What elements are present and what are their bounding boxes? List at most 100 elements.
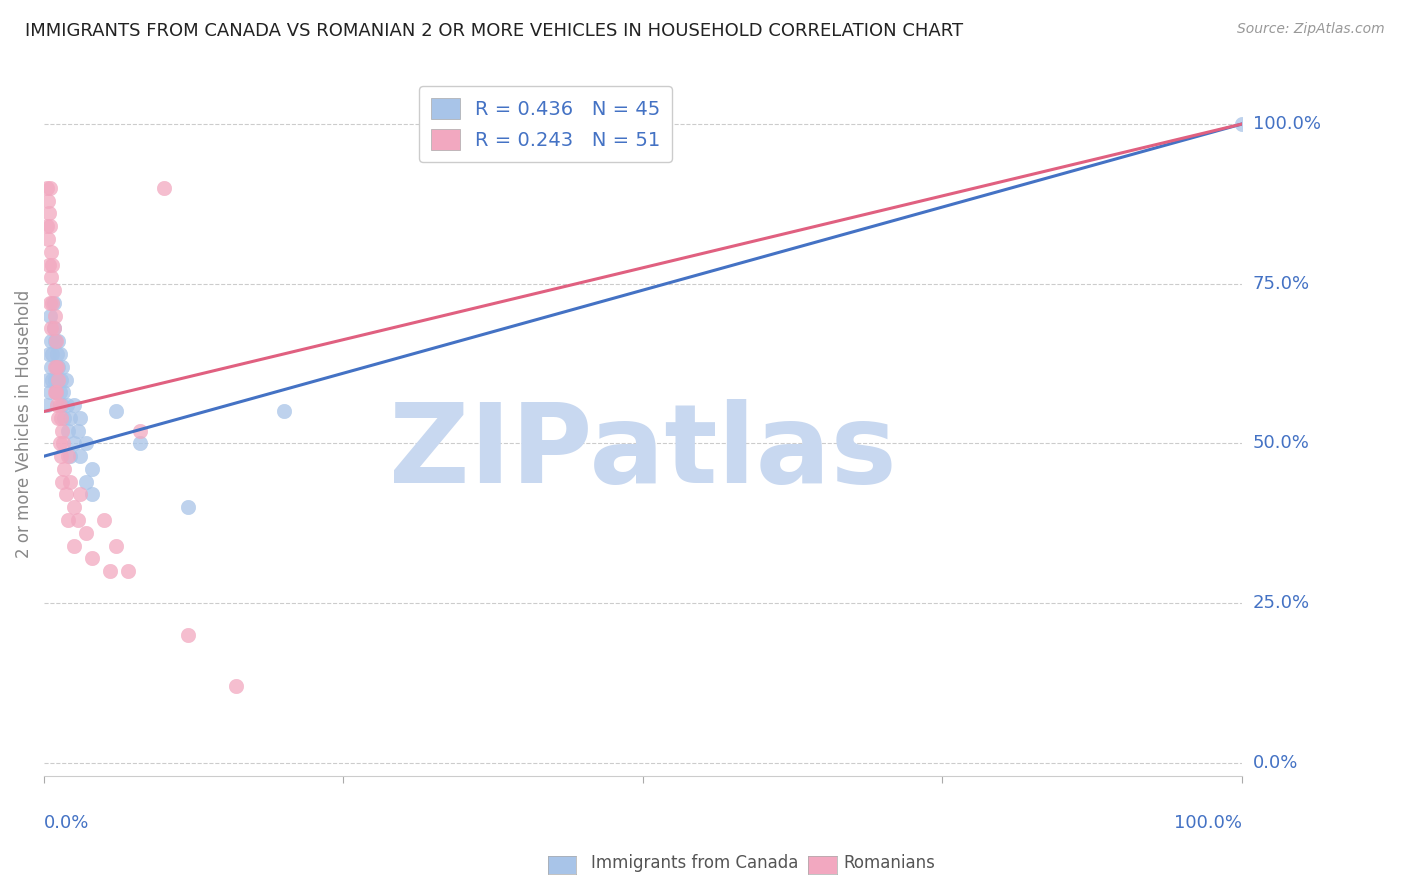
Point	[38, 206, 60, 220]
Text: IMMIGRANTS FROM CANADA VS ROMANIAN 2 OR MORE VEHICLES IN HOUSEHOLD CORRELATION C: IMMIGRANTS FROM CANADA VS ROMANIAN 2 OR …	[25, 22, 963, 40]
Point	[80, 551, 103, 566]
Point	[45, 334, 67, 349]
Point	[35, 181, 58, 195]
Point	[46, 372, 69, 386]
Point	[48, 398, 70, 412]
Point	[42, 321, 65, 335]
Point	[38, 347, 60, 361]
Point	[69, 410, 91, 425]
Point	[41, 372, 63, 386]
Point	[39, 321, 62, 335]
Point	[39, 244, 62, 259]
Point	[117, 564, 139, 578]
Point	[104, 539, 127, 553]
Point	[46, 398, 69, 412]
Y-axis label: 2 or more Vehicles in Household: 2 or more Vehicles in Household	[15, 290, 32, 558]
Point	[80, 487, 103, 501]
Point	[51, 424, 73, 438]
Point	[48, 385, 70, 400]
Point	[49, 449, 72, 463]
Point	[129, 436, 152, 450]
Point	[35, 398, 58, 412]
Point	[273, 404, 295, 418]
Point	[39, 296, 62, 310]
Point	[177, 628, 200, 642]
Point	[44, 309, 66, 323]
Point	[41, 347, 63, 361]
Point	[69, 487, 91, 501]
Point	[42, 283, 65, 297]
Point	[38, 258, 60, 272]
Text: 25.0%: 25.0%	[1253, 594, 1310, 612]
Point	[35, 219, 58, 234]
Point	[37, 372, 59, 386]
Point	[104, 404, 127, 418]
Point	[37, 194, 59, 208]
Point	[56, 513, 79, 527]
Point	[55, 487, 77, 501]
Point	[42, 321, 65, 335]
Point	[75, 436, 97, 450]
Point	[129, 424, 152, 438]
Point	[63, 436, 86, 450]
Point	[98, 564, 121, 578]
Point	[44, 372, 66, 386]
Point	[39, 219, 62, 234]
Point	[53, 410, 76, 425]
Point	[66, 513, 89, 527]
Point	[37, 232, 59, 246]
Point	[41, 258, 63, 272]
Point	[44, 334, 66, 349]
Point	[69, 449, 91, 463]
Text: ZIPatlas: ZIPatlas	[389, 399, 897, 506]
Point	[59, 410, 82, 425]
Point	[39, 334, 62, 349]
Point	[48, 410, 70, 425]
Point	[42, 296, 65, 310]
Text: Source: ZipAtlas.com: Source: ZipAtlas.com	[1237, 22, 1385, 37]
Point	[56, 424, 79, 438]
Point	[56, 449, 79, 463]
Text: Immigrants from Canada: Immigrants from Canada	[591, 855, 797, 872]
Point	[59, 449, 82, 463]
Point	[56, 398, 79, 412]
Text: 100.0%: 100.0%	[1253, 115, 1320, 133]
Point	[49, 410, 72, 425]
Point	[39, 385, 62, 400]
Point	[225, 679, 247, 693]
Text: 0.0%: 0.0%	[44, 814, 90, 832]
Point	[51, 475, 73, 489]
Point	[55, 372, 77, 386]
Point	[46, 347, 69, 361]
Point	[39, 309, 62, 323]
Point	[44, 359, 66, 374]
Point	[63, 500, 86, 515]
Point	[75, 475, 97, 489]
Point	[52, 436, 75, 450]
Text: 75.0%: 75.0%	[1253, 275, 1310, 293]
Text: 100.0%: 100.0%	[1174, 814, 1241, 832]
Text: 0.0%: 0.0%	[1253, 754, 1298, 772]
Point	[41, 296, 63, 310]
Point	[51, 359, 73, 374]
Point	[49, 372, 72, 386]
Point	[48, 359, 70, 374]
Point	[48, 372, 70, 386]
Point	[46, 359, 69, 374]
Point	[63, 398, 86, 412]
Text: Romanians: Romanians	[844, 855, 935, 872]
Point	[48, 334, 70, 349]
Point	[52, 385, 75, 400]
Point	[48, 436, 70, 450]
Point	[48, 347, 70, 361]
Point	[45, 385, 67, 400]
Point	[80, 462, 103, 476]
Point	[75, 525, 97, 540]
Legend: R = 0.436   N = 45, R = 0.243   N = 51: R = 0.436 N = 45, R = 0.243 N = 51	[419, 87, 672, 161]
Point	[66, 424, 89, 438]
Point	[53, 462, 76, 476]
Point	[177, 500, 200, 515]
Point	[39, 181, 62, 195]
Point	[39, 359, 62, 374]
Point	[59, 475, 82, 489]
